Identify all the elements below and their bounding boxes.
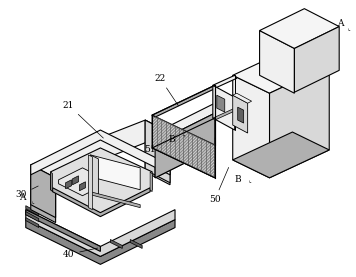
Polygon shape — [238, 107, 244, 123]
Polygon shape — [90, 155, 140, 190]
Polygon shape — [233, 132, 329, 178]
Text: A: A — [19, 193, 25, 202]
Polygon shape — [233, 95, 248, 133]
Polygon shape — [66, 180, 72, 189]
Polygon shape — [26, 206, 39, 216]
Polygon shape — [233, 93, 252, 103]
Polygon shape — [79, 182, 85, 191]
Text: $\llcorner$: $\llcorner$ — [31, 200, 35, 206]
Polygon shape — [90, 155, 98, 196]
Polygon shape — [233, 75, 269, 178]
Polygon shape — [26, 210, 175, 257]
Polygon shape — [152, 85, 218, 117]
Text: A: A — [337, 19, 344, 28]
Polygon shape — [73, 176, 79, 185]
Polygon shape — [31, 130, 170, 175]
Polygon shape — [294, 27, 339, 92]
Text: B: B — [234, 175, 241, 184]
Polygon shape — [217, 95, 225, 112]
Polygon shape — [26, 218, 39, 227]
Polygon shape — [213, 75, 237, 88]
Polygon shape — [51, 148, 152, 214]
Text: 22: 22 — [155, 74, 178, 106]
Polygon shape — [152, 115, 215, 178]
Polygon shape — [31, 165, 56, 218]
Polygon shape — [53, 188, 150, 217]
Polygon shape — [155, 113, 215, 178]
Polygon shape — [150, 172, 152, 192]
Polygon shape — [90, 192, 140, 208]
Polygon shape — [26, 210, 100, 252]
Polygon shape — [31, 165, 56, 223]
Polygon shape — [51, 172, 53, 192]
Text: 21: 21 — [63, 101, 103, 138]
Text: B: B — [169, 135, 176, 145]
Polygon shape — [26, 212, 39, 222]
Polygon shape — [59, 168, 90, 196]
Text: 30: 30 — [15, 186, 38, 199]
Polygon shape — [88, 155, 93, 210]
Polygon shape — [110, 240, 122, 248]
Text: $\llcorner$: $\llcorner$ — [248, 179, 252, 185]
Polygon shape — [145, 120, 170, 183]
Polygon shape — [130, 240, 142, 248]
Text: 51: 51 — [144, 145, 156, 155]
Polygon shape — [26, 220, 175, 264]
Text: $\llcorner$: $\llcorner$ — [347, 27, 351, 33]
Polygon shape — [213, 85, 235, 130]
Polygon shape — [213, 108, 237, 120]
Polygon shape — [31, 120, 170, 178]
Polygon shape — [269, 65, 329, 178]
Text: 40: 40 — [63, 248, 98, 259]
Text: 50: 50 — [209, 167, 229, 204]
Polygon shape — [155, 138, 215, 178]
Polygon shape — [233, 47, 329, 93]
Polygon shape — [260, 30, 294, 93]
Polygon shape — [155, 103, 215, 143]
Polygon shape — [260, 9, 339, 48]
Text: $\urcorner$: $\urcorner$ — [182, 134, 186, 139]
Polygon shape — [145, 120, 170, 185]
